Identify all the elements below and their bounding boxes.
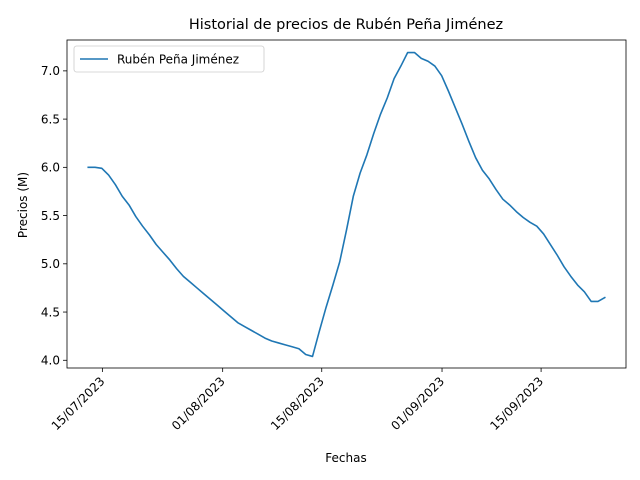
y-tick-label: 7.0 xyxy=(41,64,60,78)
chart-title: Historial de precios de Rubén Peña Jimén… xyxy=(189,17,503,33)
y-tick-label: 6.5 xyxy=(41,112,60,126)
y-tick-label: 4.5 xyxy=(41,305,60,319)
legend-label: Rubén Peña Jiménez xyxy=(117,52,239,66)
x-axis-label: Fechas xyxy=(325,451,366,465)
y-axis-label: Precios (M) xyxy=(16,172,30,238)
series-line xyxy=(87,51,606,358)
legend-box xyxy=(73,45,265,73)
plot-frame xyxy=(66,39,627,369)
y-tick-label: 6.0 xyxy=(41,161,60,175)
y-tick-label: 5.0 xyxy=(41,257,60,271)
legend: Rubén Peña Jiménez xyxy=(73,45,265,73)
y-tick-label: 4.0 xyxy=(41,354,60,368)
series-group xyxy=(87,51,606,358)
y-tick-label: 5.5 xyxy=(41,209,60,223)
y-axis-ticks: 4.0 4.5 5.0 5.5 6.0 6.5 7.0 xyxy=(41,64,67,368)
